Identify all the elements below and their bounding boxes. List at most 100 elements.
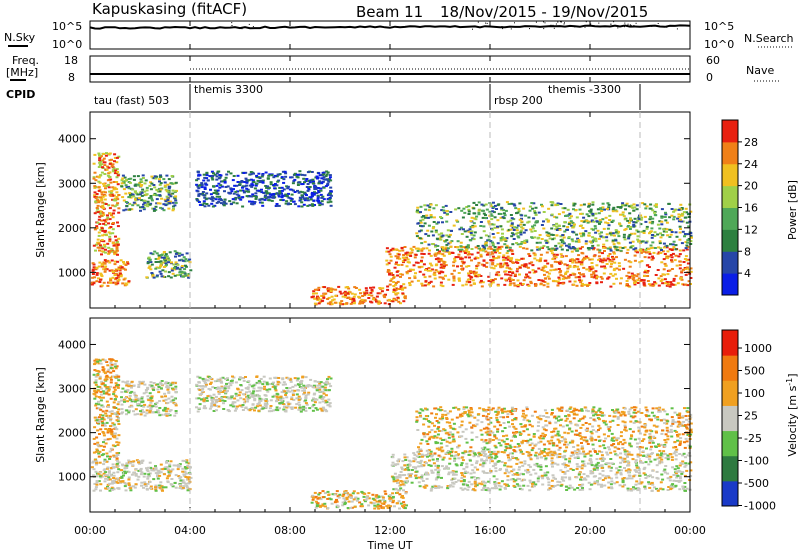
noise-search-dot [630, 25, 631, 26]
noise-search-dot [574, 26, 575, 27]
echo-cell [298, 399, 301, 401]
echo-cell [367, 504, 370, 506]
echo-cell [95, 471, 98, 473]
echo-cell [318, 391, 321, 393]
echo-cell [126, 465, 129, 467]
echo-cell [301, 376, 304, 378]
echo-cell [369, 287, 372, 289]
echo-cell [113, 252, 116, 254]
echo-cell [303, 387, 306, 389]
echo-cell [349, 496, 352, 498]
echo-cell [566, 271, 569, 273]
echo-cell [672, 211, 675, 213]
echo-cell [396, 492, 399, 494]
echo-cell [317, 297, 320, 299]
echo-cell [230, 172, 233, 174]
echo-cell [401, 495, 404, 497]
echo-cell [439, 216, 442, 218]
echo-cell [344, 492, 347, 494]
echo-cell [111, 260, 114, 262]
echo-cell [329, 402, 332, 404]
echo-cell [528, 271, 531, 273]
echo-cell [449, 246, 452, 248]
echo-cell [646, 275, 649, 277]
echo-cell [661, 279, 664, 281]
echo-cell [366, 497, 369, 499]
echo-cell [519, 267, 522, 269]
echo-cell [587, 206, 590, 208]
echo-cell [103, 469, 106, 471]
echo-cell [110, 192, 113, 194]
echo-cell [353, 302, 356, 304]
echo-cell [389, 284, 392, 286]
echo-cell [467, 279, 470, 281]
colorbar-segment [722, 208, 738, 230]
echo-cell [140, 413, 143, 415]
echo-cell [173, 267, 176, 269]
echo-cell [594, 213, 597, 215]
echo-cell [175, 412, 178, 414]
echo-cell [151, 264, 154, 266]
echo-cell [109, 377, 112, 379]
echo-cell [292, 201, 295, 203]
echo-cell [179, 487, 182, 489]
echo-cell [333, 299, 336, 301]
echo-cell [371, 494, 374, 496]
echo-cell [179, 484, 182, 486]
echo-cell [93, 398, 96, 400]
echo-cell [93, 426, 96, 428]
echo-cell [628, 276, 631, 278]
echo-cell [388, 498, 391, 500]
echo-cell [370, 502, 373, 504]
echo-cell [603, 209, 606, 211]
echo-cell [602, 244, 605, 246]
echo-cell [283, 390, 286, 392]
echo-cell [152, 389, 155, 391]
echo-cell [426, 230, 429, 232]
echo-cell [163, 393, 166, 395]
echo-cell [613, 269, 616, 271]
echo-cell [477, 274, 480, 276]
echo-cell [287, 401, 290, 403]
echo-cell [497, 232, 500, 234]
echo-cell [522, 208, 525, 210]
echo-cell [141, 195, 144, 197]
echo-cell [197, 411, 200, 413]
noise-search-dot [556, 24, 557, 25]
echo-cell [155, 468, 158, 470]
noise-search-dot [561, 22, 562, 23]
echo-cell [430, 216, 433, 218]
echo-cell [392, 281, 395, 283]
echo-cell [519, 246, 522, 248]
echo-cell [125, 264, 128, 266]
echo-cell [437, 252, 440, 254]
echo-cell [392, 299, 395, 301]
echo-cell [606, 222, 609, 224]
echo-cell [502, 259, 505, 261]
echo-cell [610, 250, 613, 252]
echo-cell [519, 219, 522, 221]
echo-cell [679, 264, 682, 266]
echo-cell [556, 285, 559, 287]
echo-cell [116, 419, 119, 421]
echo-cell [101, 194, 104, 196]
echo-cell [284, 394, 287, 396]
echo-cell [440, 232, 443, 234]
echo-cell [96, 207, 99, 209]
echo-cell [385, 260, 388, 262]
echo-cell [210, 198, 213, 200]
echo-cell [106, 401, 109, 403]
echo-cell [174, 275, 177, 277]
echo-cell [575, 276, 578, 278]
noise-search-dot [646, 26, 647, 27]
echo-cell [536, 246, 539, 248]
echo-cell [170, 409, 173, 411]
echo-cell [453, 225, 456, 227]
echo-cell [109, 213, 112, 215]
echo-cell [555, 223, 558, 225]
echo-cell [281, 195, 284, 197]
echo-cell [485, 242, 488, 244]
echo-cell [624, 238, 627, 240]
echo-cell [438, 261, 441, 263]
echo-cell [314, 380, 317, 382]
